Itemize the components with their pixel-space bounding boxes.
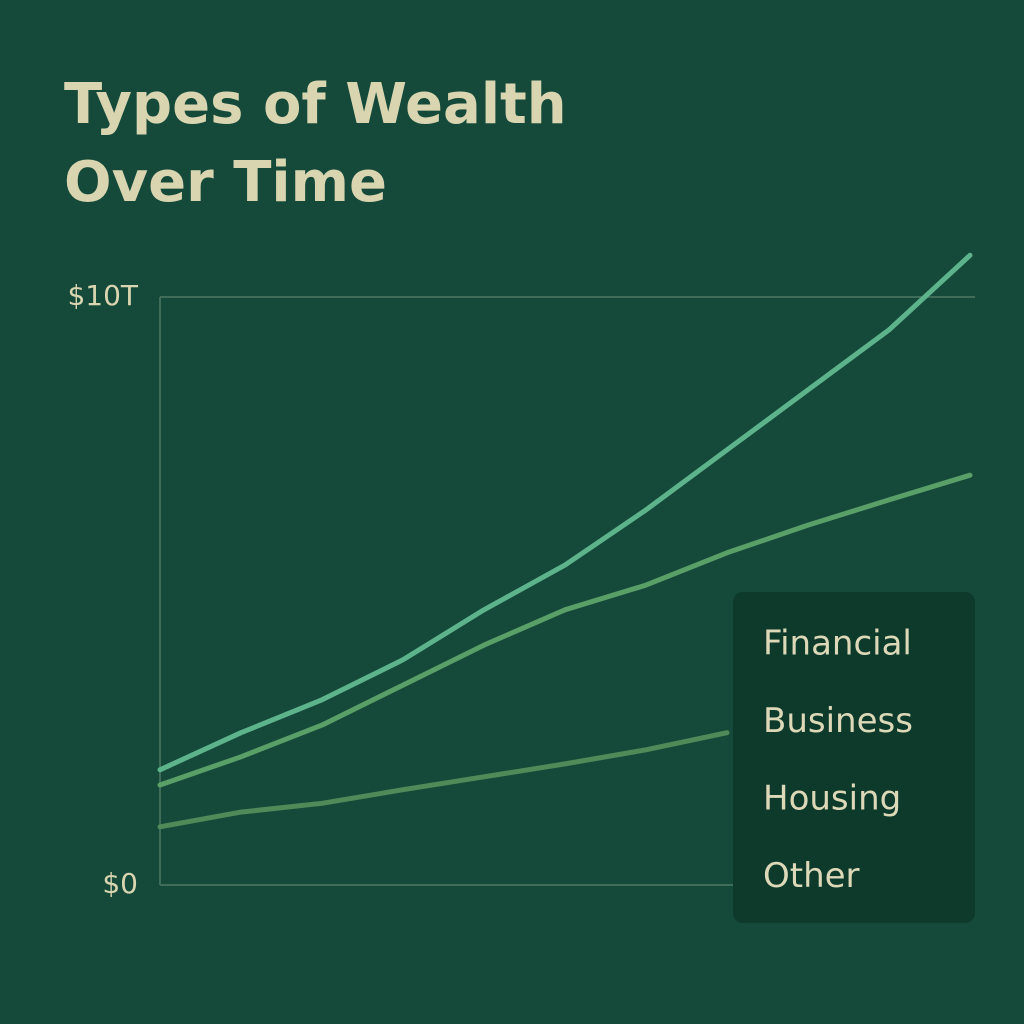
legend-entry: Other — [763, 856, 860, 896]
series-line — [157, 472, 973, 788]
legend: Financial Business Housing Other — [763, 624, 913, 897]
legend-box — [733, 592, 975, 923]
legend-entry: Financial — [763, 624, 912, 664]
series-line — [157, 252, 973, 773]
legend-entry: Housing — [763, 779, 901, 819]
series-line — [157, 730, 730, 830]
lines — [157, 252, 973, 830]
y-tick-label: $0 — [102, 867, 138, 900]
chart-title: Types of Wealth Over Time — [64, 72, 567, 215]
legend-entry: Business — [763, 701, 913, 741]
y-tick-label: $10T — [67, 279, 138, 312]
